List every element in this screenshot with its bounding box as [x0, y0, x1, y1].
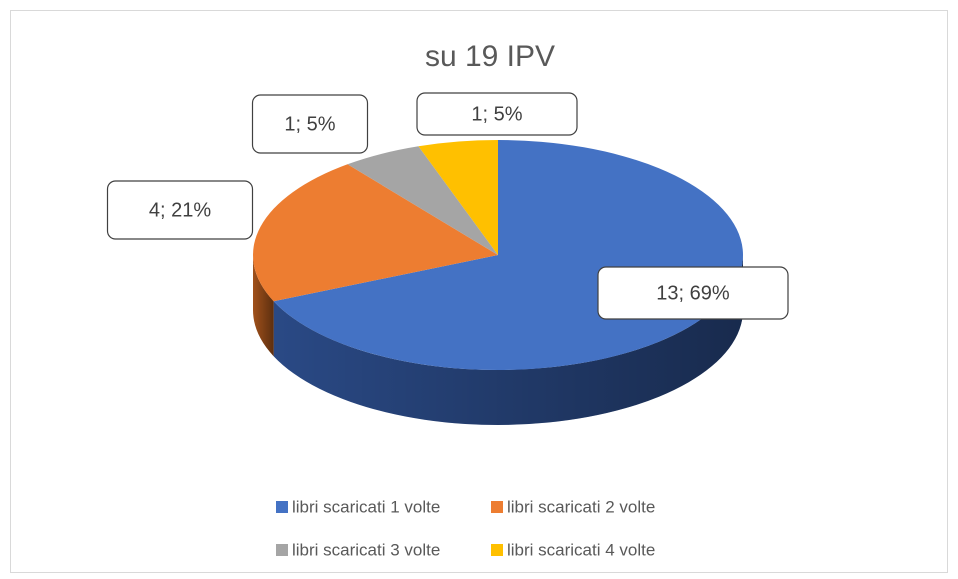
legend-swatch — [276, 544, 288, 556]
data-label: 4; 21% — [149, 199, 211, 221]
chart-title: su 19 IPV — [425, 40, 555, 73]
data-label-box — [251, 94, 369, 154]
pie-slice — [252, 164, 498, 302]
data-label: 1; 5% — [284, 113, 335, 135]
pie-side-shade — [253, 255, 274, 357]
legend-swatch — [491, 501, 503, 513]
legend-label: libri scaricati 4 volte — [507, 540, 655, 559]
legend-label: libri scaricati 2 volte — [507, 497, 655, 516]
legend-swatch — [276, 501, 288, 513]
data-label: 13; 69% — [656, 282, 730, 304]
pie-slice — [418, 140, 498, 255]
data-label-box — [416, 92, 578, 136]
legend-label: libri scaricati 1 volte — [292, 497, 440, 516]
data-label-box — [597, 266, 789, 320]
pie-side-shade — [273, 255, 743, 425]
data-label-box — [106, 180, 254, 240]
legend-swatch — [491, 544, 503, 556]
legend-label: libri scaricati 3 volte — [292, 540, 440, 559]
pie-slice — [347, 146, 498, 255]
data-label: 1; 5% — [471, 103, 522, 125]
